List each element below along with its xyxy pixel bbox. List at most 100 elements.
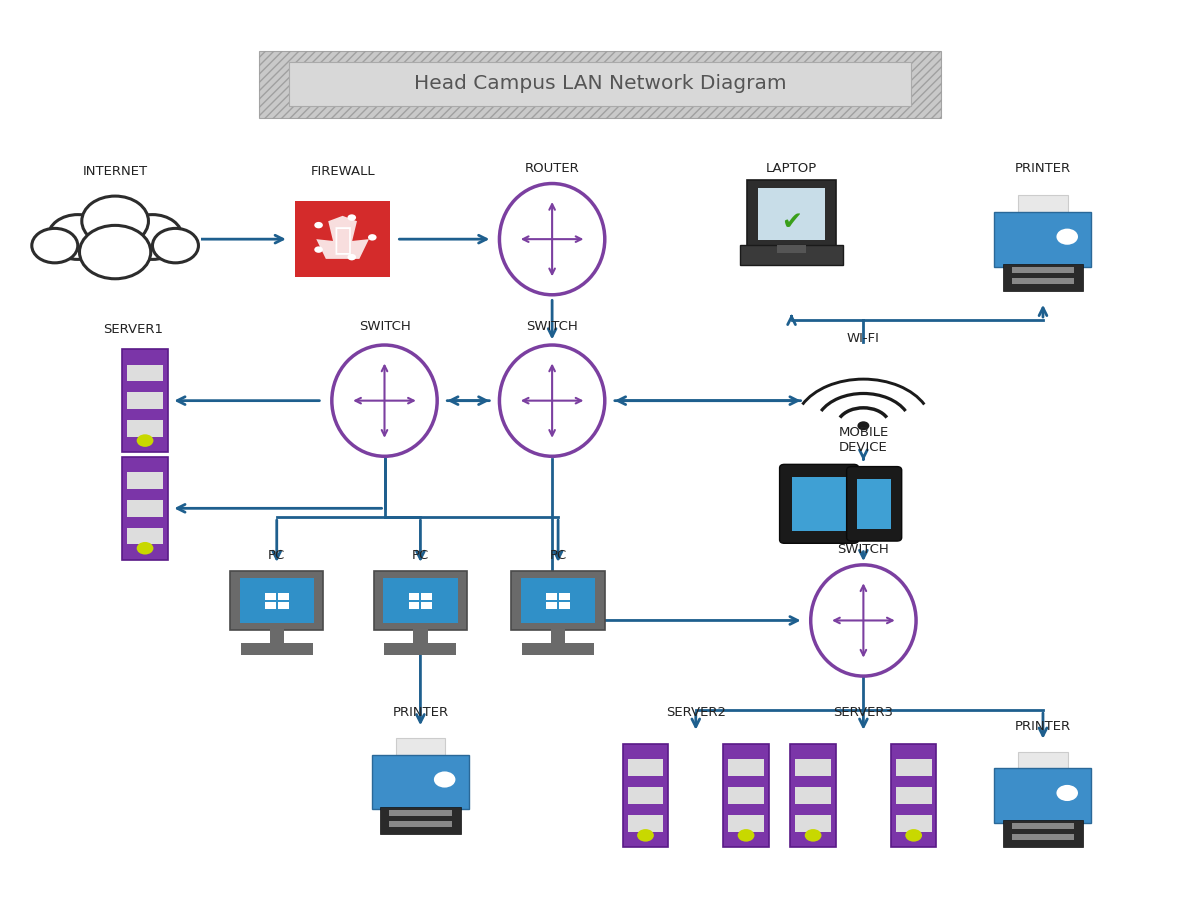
- FancyBboxPatch shape: [289, 61, 911, 106]
- FancyBboxPatch shape: [270, 627, 284, 644]
- FancyBboxPatch shape: [748, 180, 836, 248]
- FancyBboxPatch shape: [895, 815, 931, 832]
- Ellipse shape: [499, 184, 605, 295]
- Circle shape: [348, 254, 356, 260]
- FancyBboxPatch shape: [559, 593, 570, 600]
- FancyBboxPatch shape: [230, 572, 324, 630]
- Text: PRINTER: PRINTER: [1015, 162, 1072, 175]
- FancyBboxPatch shape: [758, 188, 826, 240]
- FancyBboxPatch shape: [780, 464, 859, 544]
- Text: SERVER2: SERVER2: [666, 706, 726, 719]
- FancyBboxPatch shape: [259, 50, 941, 118]
- Circle shape: [1056, 229, 1078, 245]
- FancyBboxPatch shape: [792, 477, 847, 531]
- Text: SWITCH: SWITCH: [838, 543, 889, 556]
- FancyBboxPatch shape: [1012, 278, 1074, 284]
- FancyBboxPatch shape: [122, 456, 168, 560]
- FancyBboxPatch shape: [389, 821, 452, 827]
- Text: : : [334, 227, 352, 256]
- FancyBboxPatch shape: [127, 392, 163, 409]
- Text: PC: PC: [412, 549, 430, 562]
- FancyBboxPatch shape: [265, 593, 276, 600]
- Circle shape: [79, 225, 151, 279]
- FancyBboxPatch shape: [1012, 834, 1074, 841]
- Circle shape: [122, 214, 182, 259]
- FancyBboxPatch shape: [240, 579, 314, 623]
- FancyBboxPatch shape: [127, 500, 163, 517]
- FancyBboxPatch shape: [858, 479, 890, 528]
- Text: FIREWALL: FIREWALL: [311, 165, 374, 178]
- FancyBboxPatch shape: [522, 643, 594, 654]
- Circle shape: [368, 234, 377, 240]
- Text: SERVER3: SERVER3: [833, 706, 893, 719]
- Text: ROUTER: ROUTER: [524, 162, 580, 175]
- FancyBboxPatch shape: [728, 760, 764, 776]
- Circle shape: [152, 229, 198, 263]
- Ellipse shape: [499, 345, 605, 456]
- Text: Head Campus LAN Network Diagram: Head Campus LAN Network Diagram: [414, 75, 786, 94]
- FancyBboxPatch shape: [265, 602, 276, 609]
- FancyBboxPatch shape: [628, 760, 664, 776]
- FancyBboxPatch shape: [413, 627, 427, 644]
- FancyBboxPatch shape: [724, 743, 769, 847]
- Circle shape: [1056, 785, 1078, 801]
- FancyBboxPatch shape: [295, 202, 390, 277]
- FancyBboxPatch shape: [778, 246, 806, 253]
- FancyBboxPatch shape: [127, 364, 163, 381]
- Circle shape: [858, 421, 869, 430]
- Text: PC: PC: [550, 549, 566, 562]
- FancyBboxPatch shape: [847, 466, 901, 541]
- FancyBboxPatch shape: [1002, 820, 1084, 847]
- Circle shape: [314, 247, 323, 253]
- FancyBboxPatch shape: [373, 572, 467, 630]
- Text: INTERNET: INTERNET: [83, 165, 148, 178]
- Text: MOBILE
DEVICE: MOBILE DEVICE: [839, 427, 888, 454]
- FancyBboxPatch shape: [127, 472, 163, 489]
- Text: PRINTER: PRINTER: [1015, 720, 1072, 733]
- FancyBboxPatch shape: [521, 579, 595, 623]
- FancyBboxPatch shape: [628, 815, 664, 832]
- Circle shape: [137, 542, 154, 554]
- FancyBboxPatch shape: [546, 593, 557, 600]
- FancyBboxPatch shape: [1019, 195, 1068, 220]
- Circle shape: [434, 771, 456, 788]
- FancyBboxPatch shape: [380, 806, 461, 833]
- Circle shape: [82, 196, 149, 246]
- FancyBboxPatch shape: [408, 593, 419, 600]
- FancyBboxPatch shape: [890, 743, 936, 847]
- Text: SERVER1: SERVER1: [103, 323, 163, 336]
- FancyBboxPatch shape: [623, 743, 668, 847]
- FancyBboxPatch shape: [796, 815, 832, 832]
- Text: WI-FI: WI-FI: [847, 332, 880, 345]
- FancyBboxPatch shape: [278, 602, 289, 609]
- FancyBboxPatch shape: [728, 788, 764, 804]
- FancyBboxPatch shape: [421, 593, 432, 600]
- FancyBboxPatch shape: [384, 643, 456, 654]
- Polygon shape: [317, 216, 368, 259]
- Circle shape: [48, 214, 108, 259]
- Text: SWITCH: SWITCH: [359, 320, 410, 333]
- Circle shape: [31, 229, 78, 263]
- FancyBboxPatch shape: [551, 627, 565, 644]
- FancyBboxPatch shape: [389, 810, 452, 815]
- FancyBboxPatch shape: [559, 602, 570, 609]
- FancyBboxPatch shape: [122, 349, 168, 452]
- FancyBboxPatch shape: [383, 579, 457, 623]
- Text: PRINTER: PRINTER: [392, 706, 449, 719]
- FancyBboxPatch shape: [728, 815, 764, 832]
- Polygon shape: [29, 204, 202, 269]
- FancyBboxPatch shape: [895, 760, 931, 776]
- Text: SWITCH: SWITCH: [527, 320, 578, 333]
- Circle shape: [738, 829, 755, 842]
- FancyBboxPatch shape: [127, 420, 163, 436]
- Circle shape: [637, 829, 654, 842]
- FancyBboxPatch shape: [740, 246, 844, 266]
- Circle shape: [314, 222, 323, 229]
- FancyBboxPatch shape: [1019, 752, 1068, 777]
- FancyBboxPatch shape: [396, 738, 445, 763]
- FancyBboxPatch shape: [408, 602, 419, 609]
- FancyBboxPatch shape: [995, 212, 1092, 266]
- Circle shape: [905, 829, 922, 842]
- FancyBboxPatch shape: [421, 602, 432, 609]
- FancyBboxPatch shape: [628, 788, 664, 804]
